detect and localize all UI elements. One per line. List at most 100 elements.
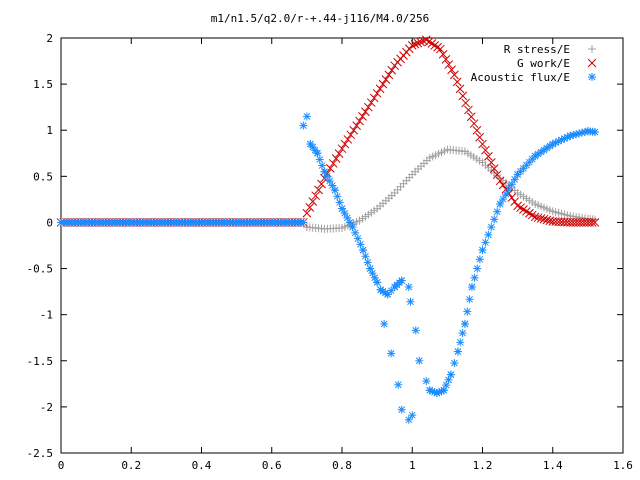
legend-label: Acoustic flux/E xyxy=(471,71,570,84)
axis-ticks: 0 0.2 0.4 0.6 0.8 1 1.2 1.4 1.6 2 1.5 1 0.5 0 -0.5 -1 -1… xyxy=(27,32,633,472)
data-point xyxy=(450,70,459,80)
data-point xyxy=(422,377,431,386)
data-point xyxy=(478,246,487,255)
data-point xyxy=(504,185,513,194)
data-point xyxy=(441,55,451,64)
data-point xyxy=(394,380,403,389)
data-point xyxy=(446,370,455,379)
data-point xyxy=(384,70,394,80)
data-point xyxy=(542,215,552,225)
data-point xyxy=(349,125,359,135)
data-point xyxy=(302,208,312,218)
data-point xyxy=(408,411,417,420)
data-point xyxy=(495,176,505,186)
data-point xyxy=(430,41,440,50)
y-tick-label: -2.5 xyxy=(27,447,54,460)
data-point xyxy=(361,107,370,117)
data-point xyxy=(363,258,372,267)
data-point xyxy=(463,307,472,316)
data-point xyxy=(352,121,361,130)
data-point xyxy=(404,415,413,424)
data-point xyxy=(438,49,448,59)
data-point xyxy=(404,283,413,291)
data-point xyxy=(530,212,540,222)
data-point xyxy=(397,405,406,414)
data-point xyxy=(492,170,502,180)
data-point xyxy=(473,264,482,273)
y-tick-label: 2 xyxy=(46,32,53,45)
data-point xyxy=(381,75,391,84)
data-point xyxy=(447,65,456,75)
x-tick-label: 0.4 xyxy=(192,459,212,472)
data-point xyxy=(353,234,362,243)
x-tick-label: 0.2 xyxy=(121,459,141,472)
data-point xyxy=(587,218,597,227)
data-point xyxy=(330,186,339,195)
data-point xyxy=(410,39,420,49)
data-point xyxy=(313,149,322,158)
data-point xyxy=(456,338,465,347)
data-point xyxy=(452,77,462,87)
data-point xyxy=(472,126,482,135)
data-point xyxy=(328,159,338,168)
y-tick-label: -1.5 xyxy=(27,355,54,368)
plot-frame xyxy=(60,37,624,454)
data-point xyxy=(335,198,344,207)
data-point xyxy=(343,135,353,144)
data-point xyxy=(493,207,502,216)
data-point xyxy=(413,38,423,48)
data-point xyxy=(311,191,321,201)
data-point xyxy=(489,164,499,174)
data-point xyxy=(469,119,479,128)
data-point xyxy=(361,252,370,261)
data-point xyxy=(387,349,396,358)
data-point xyxy=(308,197,318,206)
data-point xyxy=(590,128,599,137)
x-tick-label: 1.2 xyxy=(473,459,493,472)
data-point xyxy=(359,246,368,255)
data-point xyxy=(484,230,493,239)
data-point xyxy=(415,356,424,365)
data-point xyxy=(458,329,467,338)
data-point xyxy=(358,112,367,121)
x-tick-label: 1.6 xyxy=(613,459,633,472)
data-point xyxy=(466,112,476,122)
data-point xyxy=(481,145,490,155)
data-point xyxy=(501,190,510,199)
data-point xyxy=(481,238,490,247)
y-tick-label: -1 xyxy=(40,309,53,322)
y-tick-label: 1 xyxy=(46,124,53,137)
data-point xyxy=(487,223,496,232)
data-point xyxy=(539,214,549,224)
data-point xyxy=(372,88,382,98)
data-point xyxy=(453,347,462,356)
data-point xyxy=(325,163,335,173)
data-point xyxy=(369,93,379,103)
data-point xyxy=(315,155,324,164)
legend-marker xyxy=(587,58,597,68)
y-tick-label: -2 xyxy=(40,401,53,414)
y-tick-label: -0.5 xyxy=(27,263,54,276)
data-point xyxy=(331,154,341,163)
data-point xyxy=(299,121,308,130)
legend-label: R stress/E xyxy=(504,43,570,56)
legend-marker xyxy=(588,73,596,81)
data-point xyxy=(375,84,385,94)
data-point xyxy=(465,295,474,304)
data-point xyxy=(397,276,406,285)
series-layer xyxy=(56,35,600,424)
data-point xyxy=(486,158,496,167)
x-tick-label: 0.8 xyxy=(332,459,352,472)
y-tick-label: 0 xyxy=(46,216,53,229)
data-point xyxy=(305,203,315,212)
data-point xyxy=(470,273,479,282)
data-point xyxy=(498,180,508,190)
data-point xyxy=(536,214,546,223)
data-point xyxy=(302,112,311,121)
data-point xyxy=(314,185,323,195)
x-tick-label: 0.6 xyxy=(262,459,282,472)
data-point xyxy=(590,218,600,227)
chart-title: m1/n1.5/q2.0/r-+.44-j116/M4.0/256 xyxy=(211,12,430,25)
